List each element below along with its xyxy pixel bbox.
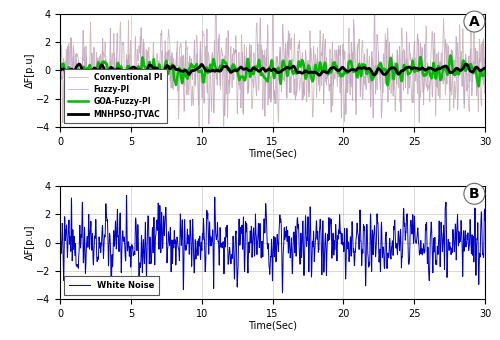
Y-axis label: ΔF[p.u]: ΔF[p.u] bbox=[24, 225, 34, 260]
Fuzzy-PI bbox=[130, 98, 136, 102]
MNHPSO-JTVAC bbox=[57, 68, 63, 72]
Conventional PI bbox=[482, 68, 488, 72]
Legend: White Noise: White Noise bbox=[64, 276, 159, 295]
GOA-Fuzzy-PI bbox=[57, 68, 63, 72]
X-axis label: Time(Sec): Time(Sec) bbox=[248, 148, 297, 158]
Text: A: A bbox=[469, 15, 480, 29]
GOA-Fuzzy-PI bbox=[220, 58, 226, 63]
Fuzzy-PI bbox=[57, 68, 63, 72]
Conventional PI bbox=[270, 10, 276, 14]
White Noise bbox=[474, 237, 480, 241]
MNHPSO-JTVAC bbox=[130, 65, 136, 69]
Fuzzy-PI bbox=[220, 61, 226, 65]
Line: Conventional PI: Conventional PI bbox=[60, 12, 485, 126]
Fuzzy-PI bbox=[482, 90, 488, 95]
GOA-Fuzzy-PI bbox=[428, 75, 434, 79]
Conventional PI bbox=[220, 102, 226, 106]
Fuzzy-PI bbox=[206, 122, 212, 126]
Fuzzy-PI bbox=[238, 85, 244, 89]
Conventional PI bbox=[130, 67, 136, 71]
White Noise bbox=[220, 240, 226, 244]
MNHPSO-JTVAC bbox=[463, 62, 469, 66]
Conventional PI bbox=[474, 78, 480, 82]
Fuzzy-PI bbox=[428, 75, 434, 79]
White Noise bbox=[131, 252, 137, 256]
White Noise bbox=[57, 240, 63, 244]
Y-axis label: ΔF[p.u]: ΔF[p.u] bbox=[24, 52, 34, 88]
GOA-Fuzzy-PI bbox=[476, 84, 482, 88]
White Noise bbox=[124, 193, 130, 198]
MNHPSO-JTVAC bbox=[220, 65, 226, 69]
MNHPSO-JTVAC bbox=[106, 69, 112, 73]
Fuzzy-PI bbox=[106, 85, 112, 89]
Fuzzy-PI bbox=[372, 0, 378, 2]
White Noise bbox=[482, 218, 488, 222]
MNHPSO-JTVAC bbox=[474, 65, 480, 69]
Line: White Noise: White Noise bbox=[60, 195, 485, 293]
GOA-Fuzzy-PI bbox=[448, 53, 454, 57]
Line: Fuzzy-PI: Fuzzy-PI bbox=[60, 0, 485, 124]
X-axis label: Time(Sec): Time(Sec) bbox=[248, 320, 297, 330]
MNHPSO-JTVAC bbox=[316, 73, 322, 77]
Line: MNHPSO-JTVAC: MNHPSO-JTVAC bbox=[60, 64, 485, 75]
Conventional PI bbox=[428, 50, 434, 54]
Fuzzy-PI bbox=[474, 87, 480, 91]
Conventional PI bbox=[238, 33, 244, 37]
Legend: Conventional PI, Fuzzy-PI, GOA-Fuzzy-PI, MNHPSO-JTVAC: Conventional PI, Fuzzy-PI, GOA-Fuzzy-PI,… bbox=[64, 69, 166, 123]
MNHPSO-JTVAC bbox=[428, 66, 434, 70]
Text: B: B bbox=[469, 187, 480, 201]
White Noise bbox=[106, 264, 112, 268]
Line: GOA-Fuzzy-PI: GOA-Fuzzy-PI bbox=[60, 55, 485, 86]
GOA-Fuzzy-PI bbox=[238, 75, 244, 79]
GOA-Fuzzy-PI bbox=[482, 69, 488, 73]
GOA-Fuzzy-PI bbox=[474, 75, 480, 80]
GOA-Fuzzy-PI bbox=[130, 74, 136, 79]
GOA-Fuzzy-PI bbox=[106, 70, 112, 74]
White Noise bbox=[280, 291, 285, 295]
Conventional PI bbox=[57, 68, 63, 72]
White Noise bbox=[238, 231, 244, 235]
White Noise bbox=[428, 220, 434, 224]
Conventional PI bbox=[106, 90, 112, 94]
MNHPSO-JTVAC bbox=[482, 66, 488, 70]
MNHPSO-JTVAC bbox=[238, 65, 244, 69]
Conventional PI bbox=[196, 124, 202, 129]
